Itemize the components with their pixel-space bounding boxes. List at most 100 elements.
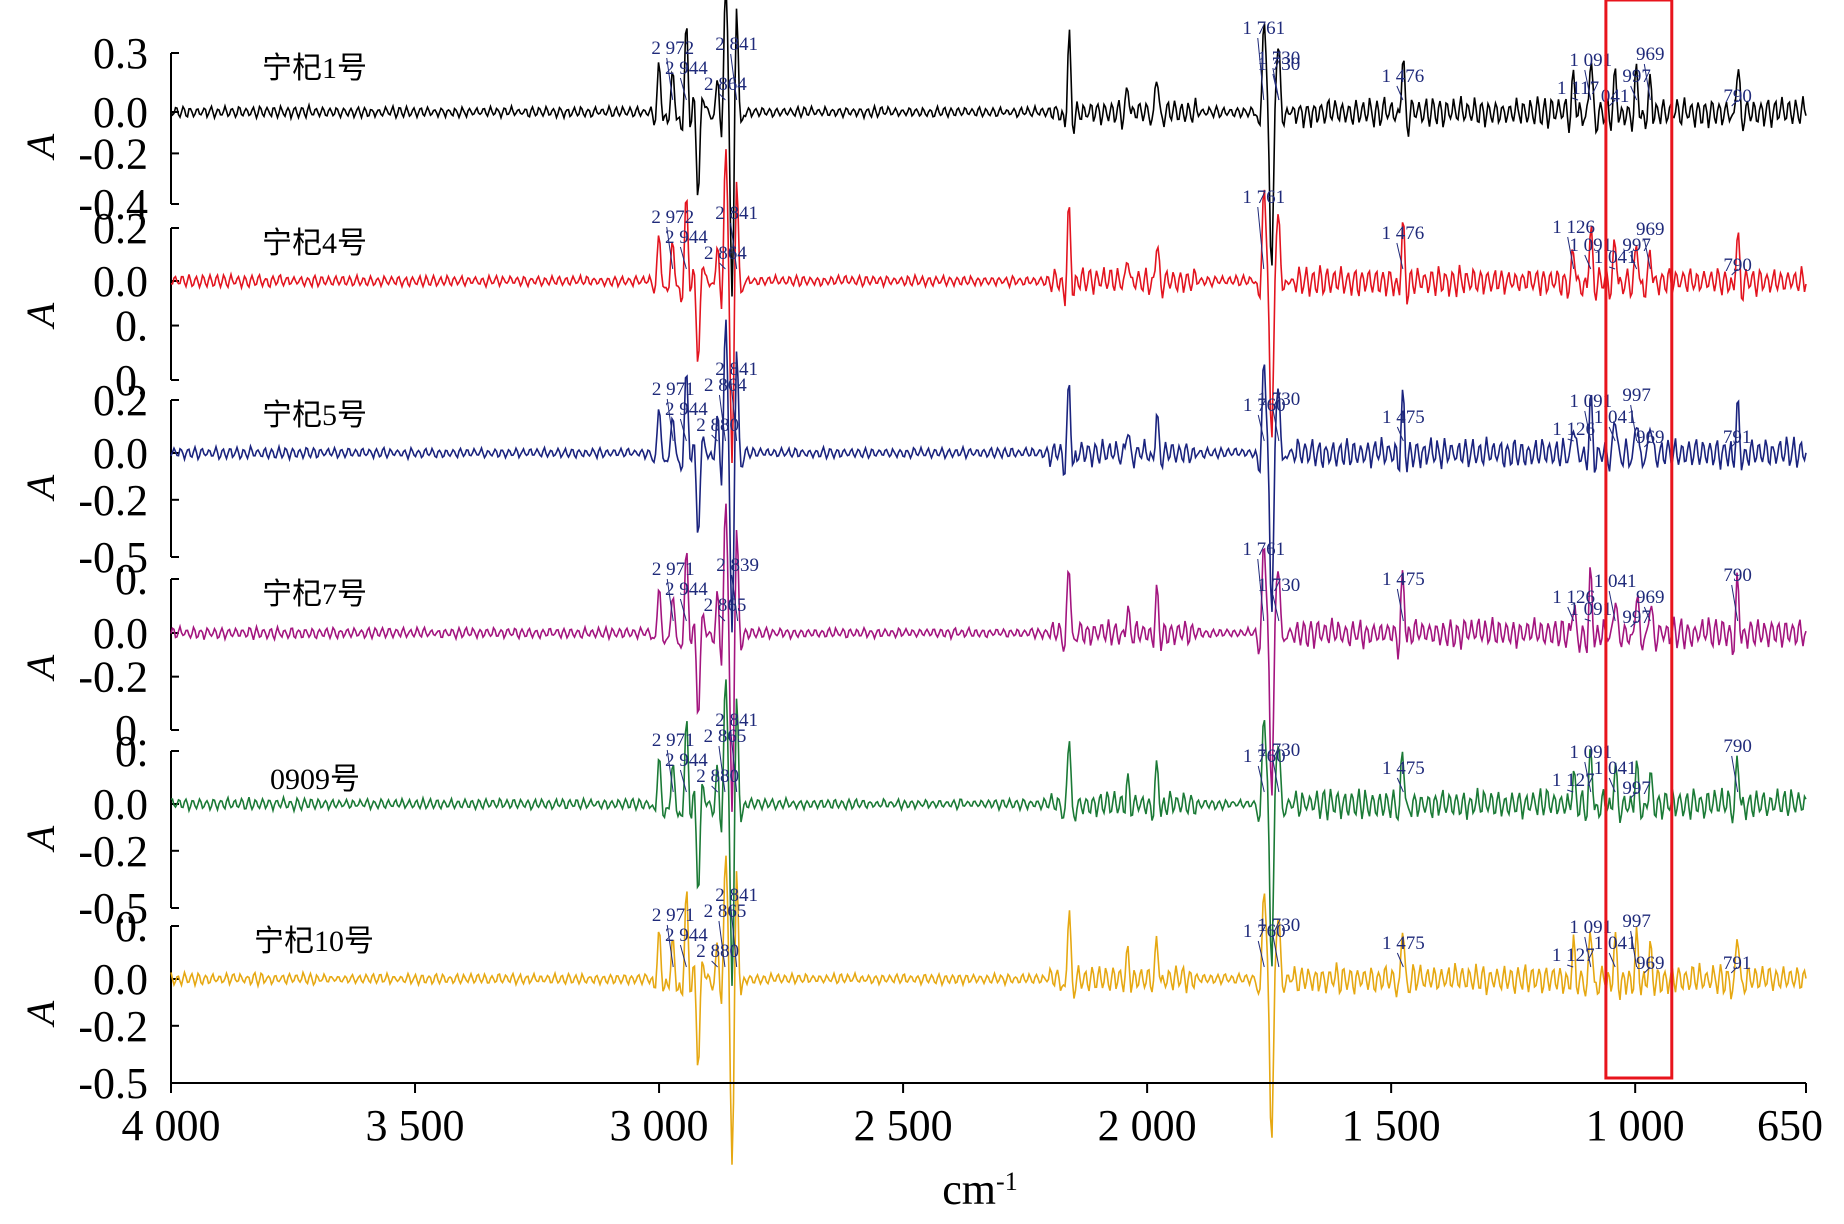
x-tick-label: 2 500	[854, 1101, 953, 1150]
peak-label: 1 475	[1382, 933, 1425, 954]
y-tick-label: -0.4	[78, 180, 148, 229]
x-axis-title: cm-1	[942, 1165, 1017, 1214]
peak-leader	[1396, 242, 1404, 270]
peak-leader	[1272, 594, 1280, 622]
peak-label: 790	[1723, 86, 1752, 107]
peak-leader	[1643, 606, 1651, 622]
peak-label: 041	[1601, 86, 1630, 107]
peak-label: 1 127	[1552, 770, 1595, 791]
peak-label: 1 761	[1242, 539, 1285, 560]
peak-leader	[679, 944, 687, 968]
peak-leader	[1643, 440, 1651, 448]
peak-leader	[1257, 765, 1265, 793]
spectrum-line	[171, 149, 1807, 464]
peak-label: 1 730	[1258, 54, 1301, 75]
peak-leader	[719, 262, 726, 270]
y-axis-title: A	[18, 474, 63, 502]
peak-leader	[1630, 85, 1638, 101]
peak-label: 2 865	[704, 595, 747, 616]
peak-leader	[1272, 67, 1280, 101]
peak-label: 1 117	[1557, 78, 1599, 99]
y-axis-title: A	[18, 1000, 63, 1028]
y-axis-title: A	[18, 302, 63, 330]
peak-label: 1 475	[1382, 569, 1425, 590]
peak-leader	[1396, 588, 1404, 622]
peak-leader	[730, 53, 738, 101]
peak-leader	[1730, 966, 1738, 974]
peak-label: 2 944	[665, 58, 708, 79]
peak-leader	[1584, 618, 1591, 622]
panel-name: 宁杞4号	[262, 227, 367, 260]
peak-leader	[1567, 438, 1574, 442]
peak-leader	[730, 729, 738, 793]
peak-label: 791	[1723, 953, 1752, 974]
peak-label: 2 841	[715, 885, 758, 906]
peak-leader	[1396, 952, 1404, 968]
peak-leader	[1643, 966, 1651, 974]
peak-label: 997	[1622, 778, 1651, 799]
peak-leader	[730, 378, 738, 442]
peak-label: 1 127	[1552, 945, 1595, 966]
peak-label: 2 880	[696, 415, 739, 436]
peak-label: 1 760	[1243, 921, 1286, 942]
peak-leader	[1609, 266, 1616, 270]
x-axis: 4 000 3 500 3 000 2 500 2 000 1 500 1 000 650	[122, 1082, 1823, 1150]
x-tick-label: 3 000	[610, 1101, 709, 1150]
x-tick-label: 4 000	[122, 1101, 221, 1150]
peak-leader	[1731, 755, 1739, 793]
peak-leader	[666, 57, 674, 101]
y-tick-label: 0.0	[93, 780, 148, 829]
y-tick-label: -0.2	[78, 827, 148, 876]
y-tick-label: 0.	[115, 902, 148, 951]
peak-leader	[1584, 761, 1592, 793]
peak-label: 2 880	[696, 766, 739, 787]
peak-leader	[1608, 99, 1616, 107]
peak-leader	[718, 745, 726, 793]
peak-leader	[1643, 63, 1651, 101]
peak-leader	[1272, 759, 1280, 793]
peak-label: 997	[1622, 607, 1651, 628]
peak-leader	[1731, 268, 1739, 276]
peak-leader	[1571, 97, 1579, 101]
peak-leader	[1608, 426, 1616, 442]
peak-label: 2 944	[665, 925, 708, 946]
peak-leader	[1643, 238, 1651, 270]
peak-label: 997	[1622, 911, 1651, 932]
peak-label: 1 730	[1258, 48, 1301, 69]
y-tick-label: -0.2	[78, 653, 148, 702]
peak-leader	[1584, 254, 1592, 270]
y-tick-label: 0.0	[93, 429, 148, 478]
spectrum-line	[170, 679, 1807, 986]
peak-leader	[679, 598, 687, 622]
peak-label: 1 126	[1552, 419, 1595, 440]
peak-leader	[711, 785, 718, 793]
peak-label: 791	[1723, 427, 1752, 448]
peak-leader	[719, 93, 726, 101]
peak-label: 2 944	[665, 579, 708, 600]
peak-leader	[730, 222, 738, 270]
peak-leader	[679, 246, 687, 270]
y-tick-label: 0.3	[93, 29, 148, 78]
y-tick-label: 0.0	[93, 609, 148, 658]
peak-leader	[679, 769, 687, 793]
peak-leader	[1567, 964, 1574, 968]
y-tick-label: 0.2	[93, 376, 148, 425]
peak-label: 1 476	[1381, 66, 1424, 87]
panel-name: 宁杞10号	[254, 925, 374, 958]
peak-label: 2 944	[665, 227, 708, 248]
peak-leader	[1731, 99, 1739, 107]
peak-leader	[1396, 777, 1404, 793]
highlight-region-box	[1604, 0, 1674, 1080]
peak-label: 997	[1622, 235, 1651, 256]
spectrum-line	[170, 503, 1807, 812]
peak-leader	[718, 614, 726, 622]
peak-leader	[1630, 930, 1638, 968]
peak-leader	[1272, 934, 1280, 968]
peak-label: 1 730	[1258, 915, 1301, 936]
peak-leader	[718, 920, 726, 968]
peak-leader	[711, 960, 718, 968]
peak-leader	[1630, 620, 1637, 628]
